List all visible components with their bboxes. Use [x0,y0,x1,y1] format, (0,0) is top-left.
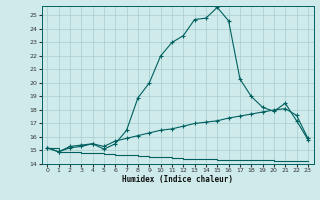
X-axis label: Humidex (Indice chaleur): Humidex (Indice chaleur) [122,175,233,184]
